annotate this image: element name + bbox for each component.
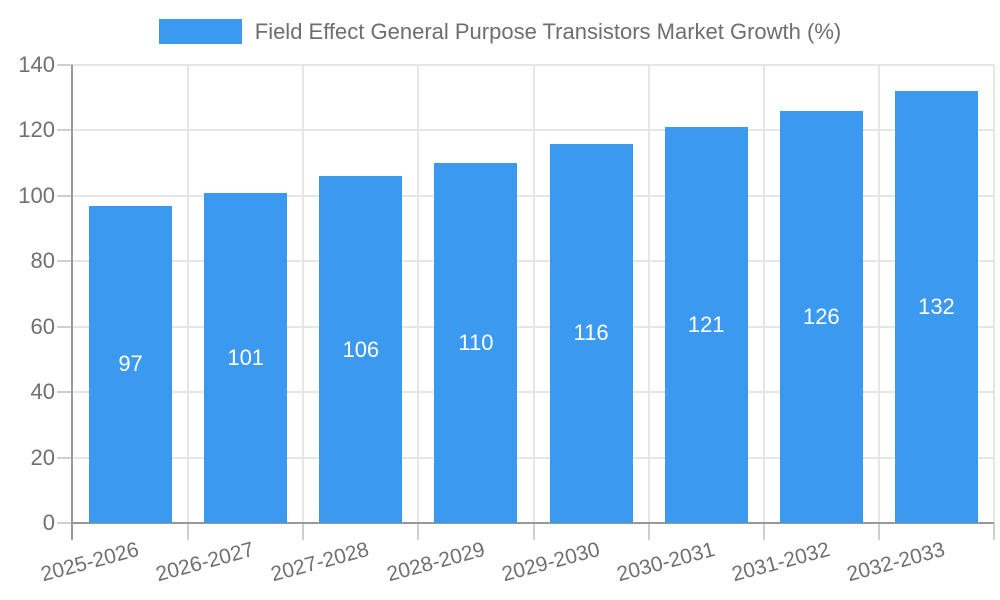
chart-title: Field Effect General Purpose Transistors…	[254, 19, 842, 44]
bar-value-label: 106	[342, 336, 380, 362]
x-tick-mark	[877, 523, 880, 540]
x-tick-mark	[993, 523, 995, 540]
chart-legend[interactable]: Field Effect General Purpose Transistors…	[0, 19, 1000, 44]
v-gridline	[302, 65, 305, 523]
bar-value-label: 126	[802, 303, 840, 329]
bar-value-label: 97	[118, 351, 143, 377]
y-tick-mark	[57, 456, 73, 459]
v-gridline	[877, 65, 880, 523]
bar[interactable]	[664, 127, 748, 523]
bar[interactable]	[894, 91, 978, 523]
y-tick-mark	[57, 522, 73, 524]
bar[interactable]	[434, 163, 518, 523]
x-tick-mark	[302, 523, 305, 540]
y-axis-tick-label: 140	[18, 52, 55, 77]
y-tick-mark	[57, 325, 73, 328]
x-axis-line	[73, 522, 994, 524]
y-axis-tick-label: 100	[18, 182, 55, 208]
bar[interactable]	[204, 192, 288, 523]
legend-swatch[interactable]	[158, 19, 242, 44]
bar-value-label: 110	[458, 330, 494, 356]
v-gridline	[762, 65, 765, 523]
bar-value-label: 132	[918, 294, 955, 320]
y-tick-mark	[57, 64, 73, 66]
bar[interactable]	[89, 205, 173, 523]
y-axis-tick-label: 40	[30, 379, 55, 405]
x-tick-mark	[187, 523, 190, 540]
x-tick-mark	[647, 523, 650, 540]
bar[interactable]	[319, 176, 403, 523]
x-tick-mark	[762, 523, 765, 540]
bar[interactable]	[549, 143, 633, 523]
bar-value-label: 116	[573, 320, 609, 346]
y-axis-line	[71, 65, 73, 540]
x-tick-mark	[532, 523, 535, 540]
v-gridline	[532, 65, 535, 523]
v-gridline	[187, 65, 190, 523]
y-tick-mark	[57, 129, 73, 132]
v-gridline	[993, 65, 995, 523]
y-axis-tick-label: 80	[30, 248, 55, 274]
y-tick-mark	[57, 194, 73, 197]
v-gridline	[417, 65, 420, 523]
y-axis-tick-label: 20	[30, 444, 55, 470]
bar-value-label: 121	[687, 312, 725, 338]
v-gridline	[647, 65, 650, 523]
y-axis-tick-label: 120	[18, 117, 55, 143]
bar-value-label: 101	[227, 344, 265, 370]
x-tick-mark	[417, 523, 420, 540]
y-tick-mark	[57, 391, 73, 394]
y-axis-tick-label: 0	[42, 510, 55, 535]
y-axis-tick-label: 60	[30, 313, 55, 339]
bar[interactable]	[779, 110, 863, 523]
y-tick-mark	[57, 260, 73, 263]
